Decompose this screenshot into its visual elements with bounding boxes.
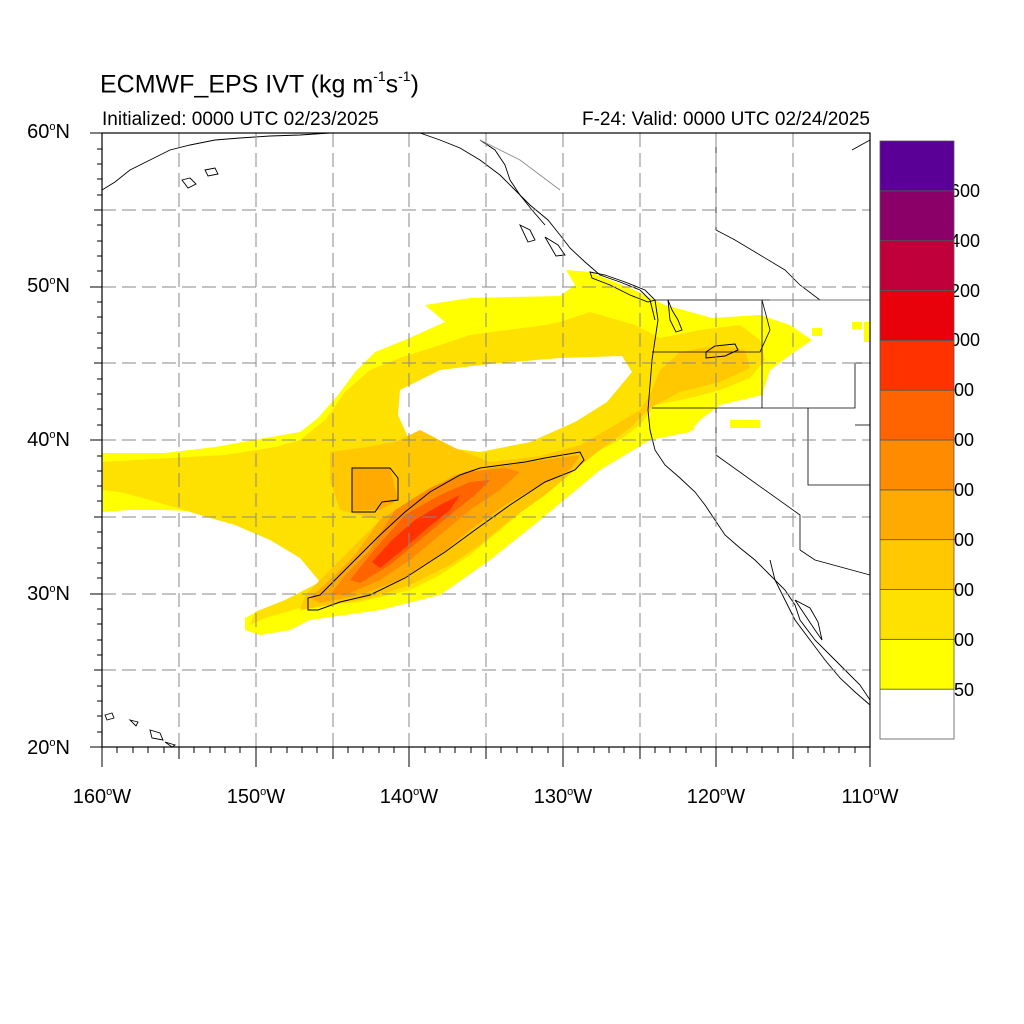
colorbar-swatch: [879, 290, 955, 341]
title: ECMWF_EPS IVT (kg m-1s-1): [100, 68, 419, 99]
ivt-patch: [812, 328, 822, 336]
subtitle-valid: F-24: Valid: 0000 UTC 02/24/2025: [582, 109, 870, 130]
gray-borders: [479, 139, 870, 301]
colorbar-swatch: [879, 389, 955, 441]
colorbar: [879, 140, 955, 740]
lon-label-140w: 140oW: [379, 786, 439, 808]
colorbar-swatch: [879, 140, 955, 192]
political-borders: [652, 133, 871, 576]
colorbar-swatch: [879, 190, 955, 242]
colorbar-swatch: [879, 638, 955, 690]
lat-label-50n: 50oN: [27, 275, 70, 297]
lon-label-150w: 150oW: [226, 786, 286, 808]
colorbar-swatch: [879, 240, 955, 291]
subtitle-initialized: Initialized: 0000 UTC 02/23/2025: [102, 109, 379, 130]
lon-label-160w: 160oW: [72, 786, 132, 808]
colorbar-swatch: [879, 339, 955, 391]
colorbar-swatch: [879, 539, 955, 590]
lon-label-110w: 110oW: [841, 786, 899, 808]
ivt-patch: [730, 420, 760, 428]
lat-label-40n: 40oN: [27, 429, 70, 451]
ivt-shading: [102, 270, 870, 635]
axis-ticks: [90, 132, 871, 767]
ivt-800-region: [372, 495, 460, 568]
colorbar-swatch: [879, 489, 955, 541]
graticule: [102, 133, 870, 747]
lat-label-30n: 30oN: [27, 583, 70, 605]
lat-label-20n: 20oN: [27, 737, 70, 759]
colorbar-swatch: [879, 589, 955, 640]
ivt-patch: [864, 322, 870, 342]
lon-label-120w: 120oW: [686, 786, 746, 808]
contour-500-small: [351, 467, 399, 513]
contour-500-land: [705, 343, 739, 359]
ivt-patch: [852, 322, 862, 329]
ivt-gap-region-inner: [398, 356, 632, 452]
ivt-patch: [680, 422, 694, 430]
colorbar-swatch: [879, 439, 955, 491]
lat-label-60n: 60oN: [27, 121, 70, 143]
lon-label-130w: 130oW: [533, 786, 593, 808]
colorbar-swatch: [879, 688, 955, 740]
